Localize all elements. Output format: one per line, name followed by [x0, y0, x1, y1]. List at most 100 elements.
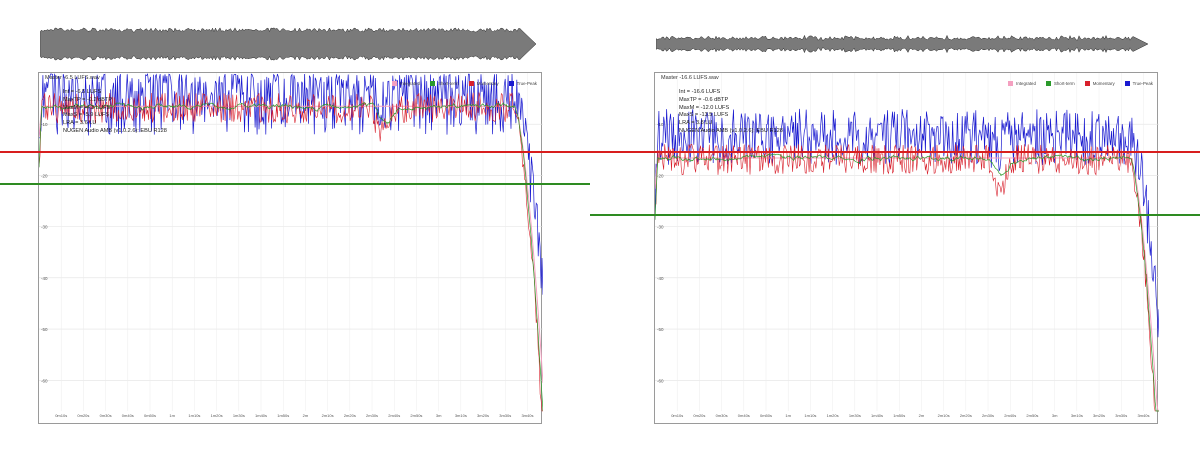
x-tick-label: 1m — [785, 413, 791, 418]
right-analysis-panel: -10 -20 -30 -40 -50 -60 0m10s 0m20s 0m30s 0m40s 0m… — [600, 0, 1200, 450]
stat-int: Int = -16.6 LUFS — [679, 89, 721, 95]
stat-plugin: NUGEN Audio AMB (v1.0.2.6): EBU R128 — [63, 127, 167, 134]
stat-lra: LRA = 3.6 LU — [63, 120, 97, 127]
legend-momentary: Momentary — [468, 81, 499, 86]
y-tick-label: -10 — [41, 122, 48, 127]
x-tick-label: 2m40s — [388, 413, 400, 418]
legend-short-term: Short-term — [1045, 81, 1075, 86]
x-tick-label: 1m10s — [804, 413, 816, 418]
x-tick-label: 0m20s — [77, 413, 89, 418]
x-tick-label: 2m30s — [982, 413, 994, 418]
x-tick-label: 2m40s — [1004, 413, 1016, 418]
x-tick-label: 0m40s — [738, 413, 750, 418]
x-tick-label: 2m10s — [322, 413, 334, 418]
x-tick-label: 1m30s — [849, 413, 861, 418]
x-tick-label: 2m50s — [1026, 413, 1038, 418]
x-tick-label: 0m10s — [55, 413, 67, 418]
x-tick-label: 3m30s — [1115, 413, 1127, 418]
x-tick-label: 0m50s — [760, 413, 772, 418]
series-true-peak — [655, 108, 1159, 338]
stat-maxtp: MaxTP = -0.2 dBTP — [63, 96, 113, 103]
stat-lra: LRA = 3.8 LU — [679, 120, 713, 127]
y-tick-label: -40 — [657, 276, 664, 281]
stat-maxtp: MaxTP = -0.6 dBTP — [679, 96, 729, 103]
red-reference-line — [0, 151, 1200, 153]
stat-plugin: NUGEN Audio AMB (v1.0.2.6): EBU R128 — [679, 127, 783, 134]
y-tick-label: -50 — [657, 327, 664, 332]
x-tick-label: 2m30s — [366, 413, 378, 418]
x-tick-label: 2m — [303, 413, 309, 418]
y-tick-label: -30 — [657, 225, 664, 230]
x-tick-label: 1m40s — [255, 413, 267, 418]
loudness-chart-svg: -10 -20 -30 -40 -50 -60 0m10s 0m20s 0m30s 0m40s 0m… — [655, 73, 1159, 418]
x-tick-label: 3m30s — [499, 413, 511, 418]
loudness-chart-svg: -10 -20 -30 -40 -50 -60 0m10s 0m20s 0m30s 0m40s 0m… — [39, 73, 543, 418]
y-tick-label: -20 — [657, 173, 664, 178]
legend-short-term: Short-term — [429, 81, 459, 86]
waveform-shape — [40, 27, 536, 61]
waveform-overview — [40, 27, 536, 61]
series-integrated — [39, 105, 543, 383]
legend-true-peak: True-Peak — [1124, 81, 1153, 86]
y-tick-label: -40 — [41, 276, 48, 281]
legend-integrated: Integrated — [392, 81, 420, 86]
x-tick-label: 1m50s — [893, 413, 905, 418]
x-tick-label: 1m — [169, 413, 175, 418]
x-tick-label: 2m20s — [960, 413, 972, 418]
green-reference-line-right — [590, 214, 1200, 216]
x-tick-label: 1m40s — [871, 413, 883, 418]
x-tick-label: 1m20s — [211, 413, 223, 418]
y-tick-label: -10 — [657, 122, 664, 127]
file-title: Master -6.5 LUFS.wav — [45, 75, 100, 81]
x-tick-label: 2m10s — [938, 413, 950, 418]
x-tick-label: 0m30s — [716, 413, 728, 418]
y-tick-label: -60 — [657, 378, 664, 383]
y-tick-label: -50 — [41, 327, 48, 332]
x-tick-label: 2m — [919, 413, 925, 418]
stat-int: Int = -6.5 LUFS — [63, 89, 102, 95]
series-short-term — [655, 153, 1159, 412]
x-tick-label: 3m10s — [455, 413, 467, 418]
green-reference-line-left — [0, 183, 590, 185]
x-tick-label: 3m20s — [1093, 413, 1105, 418]
x-tick-label: 3m40s — [1137, 413, 1149, 418]
waveform-overview — [656, 34, 1148, 54]
stat-maxm: MaxM = -4.3 LUFS — [63, 104, 111, 111]
x-tick-label: 1m50s — [277, 413, 289, 418]
x-tick-label: 1m10s — [188, 413, 200, 418]
stat-maxs: MaxS = -13.5 LUFS — [679, 112, 729, 119]
stat-maxs: MaxS = -5.9 LUFS — [63, 112, 110, 119]
x-tick-label: 3m20s — [477, 413, 489, 418]
x-tick-label: 2m50s — [410, 413, 422, 418]
x-tick-label: 0m50s — [144, 413, 156, 418]
loudness-plot: -10 -20 -30 -40 -50 -60 0m10s 0m20s 0m30s 0m40s 0m… — [654, 72, 1159, 424]
x-tick-label: 3m40s — [521, 413, 533, 418]
stats-block: Int = -6.5 LUFS MaxTP = -0.2 dBTP MaxM =… — [63, 89, 167, 136]
x-tick-label: 1m20s — [827, 413, 839, 418]
x-tick-label: 0m30s — [100, 413, 112, 418]
y-tick-label: -30 — [41, 225, 48, 230]
series-short-term — [39, 102, 543, 412]
legend-momentary: Momentary — [1084, 81, 1115, 86]
x-tick-label: 3m — [436, 413, 442, 418]
series-integrated — [655, 157, 1159, 412]
x-tick-label: 3m — [1052, 413, 1058, 418]
y-tick-label: -20 — [41, 173, 48, 178]
legend: Integrated Short-term Momentary True-Pea… — [392, 81, 537, 86]
legend: Integrated Short-term Momentary True-Pea… — [1008, 81, 1153, 86]
waveform-shape — [656, 34, 1148, 54]
x-tick-label: 0m40s — [122, 413, 134, 418]
x-tick-label: 0m20s — [693, 413, 705, 418]
legend-integrated: Integrated — [1008, 81, 1036, 86]
left-analysis-panel: -10 -20 -30 -40 -50 -60 0m10s 0m20s 0m30s 0m40s 0m… — [38, 27, 543, 424]
stats-block: Int = -16.6 LUFS MaxTP = -0.6 dBTP MaxM … — [679, 89, 783, 136]
series-momentary — [39, 91, 543, 412]
x-tick-label: 2m20s — [344, 413, 356, 418]
legend-true-peak: True-Peak — [508, 81, 537, 86]
loudness-plot: -10 -20 -30 -40 -50 -60 0m10s 0m20s 0m30s 0m40s 0m… — [38, 72, 543, 424]
x-tick-label: 3m10s — [1071, 413, 1083, 418]
file-title: Master -16.6 LUFS.wav — [661, 75, 719, 81]
stat-maxm: MaxM = -12.0 LUFS — [679, 104, 730, 111]
x-tick-label: 1m30s — [233, 413, 245, 418]
x-tick-label: 0m10s — [671, 413, 683, 418]
